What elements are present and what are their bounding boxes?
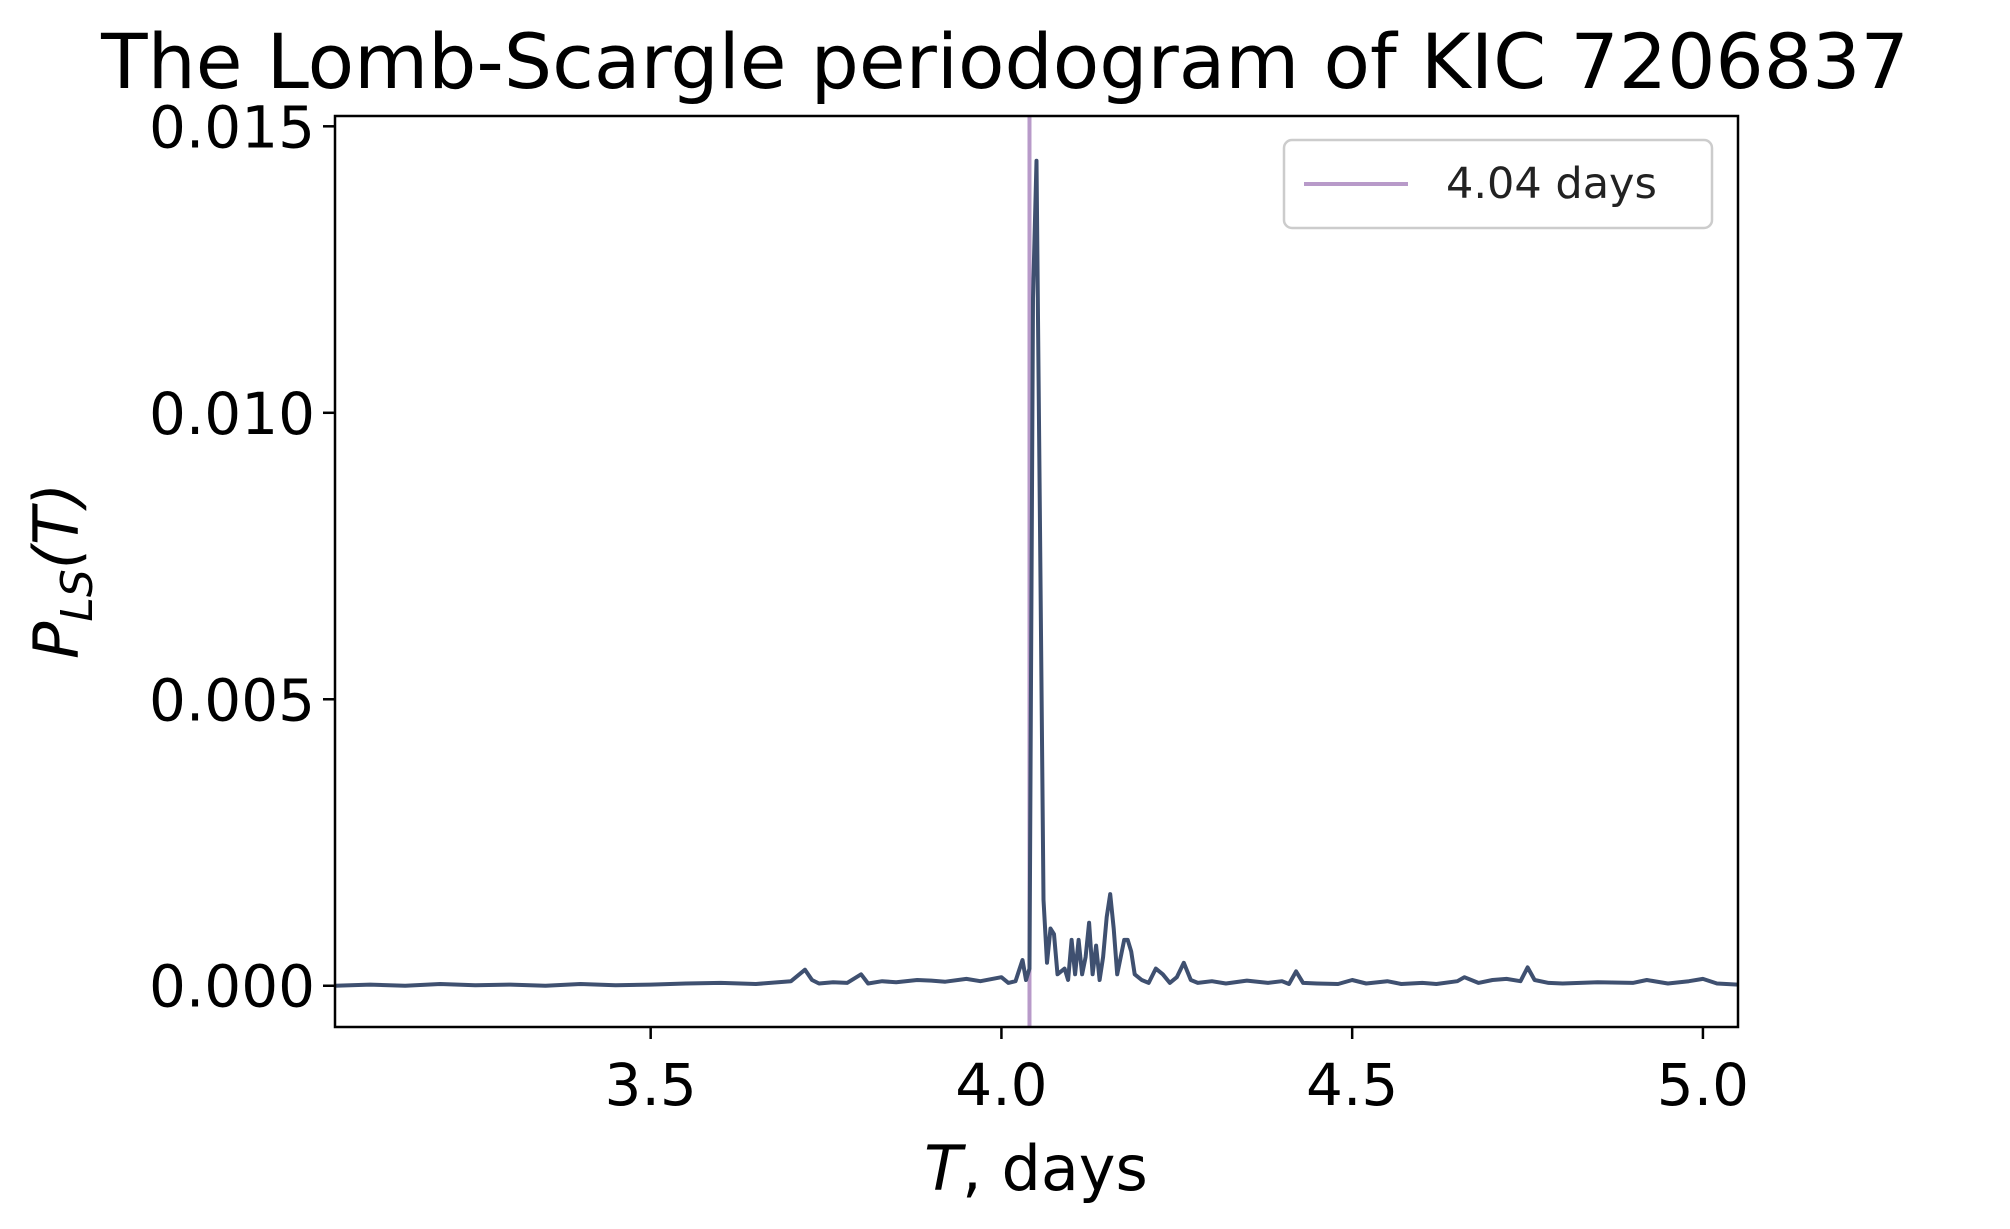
plot-frame	[333, 114, 1740, 1029]
y-tick-label: 0.010	[149, 380, 315, 448]
x-tick-label: 3.5	[605, 1051, 697, 1119]
legend-box	[1282, 138, 1714, 230]
y-axis: 0.000 0.005 0.010 0.015	[149, 93, 335, 1021]
x-tick-label: 4.0	[955, 1051, 1047, 1119]
plot-area	[333, 114, 1740, 1029]
y-tick-label: 0.000	[149, 953, 315, 1021]
x-tick-label: 4.5	[1306, 1051, 1398, 1119]
y-tick-label: 0.015	[149, 93, 315, 161]
chart-title: The Lomb-Scargle periodogram of KIC 7206…	[100, 17, 1909, 106]
x-axis: 3.5 4.0 4.5 5.0	[605, 1027, 1749, 1119]
x-tick-label: 5.0	[1657, 1051, 1749, 1119]
periodogram-series-line-0	[335, 158, 1738, 988]
y-axis-label: PLS(T)	[20, 483, 103, 659]
legend-entry-label: 4.04 days	[1446, 159, 1657, 209]
y-tick-label: 0.005	[149, 666, 315, 734]
legend: 4.04 days	[1282, 138, 1714, 230]
x-axis-label: T, days	[924, 1132, 1148, 1205]
